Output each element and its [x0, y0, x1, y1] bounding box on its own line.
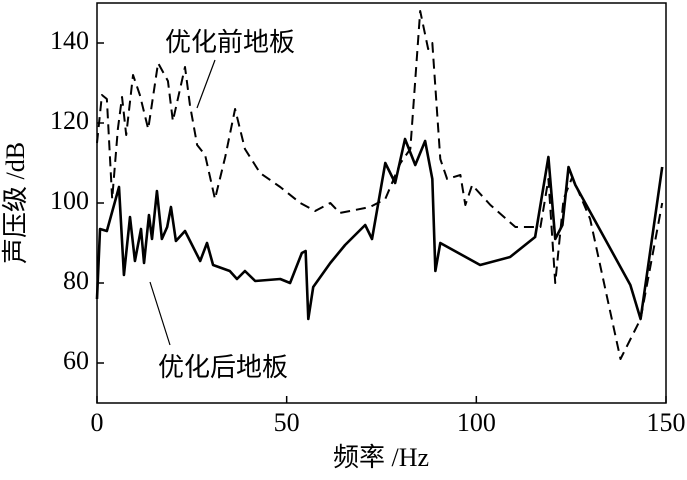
annotation-leader — [196, 59, 216, 109]
x-tick-label: 100 — [457, 408, 496, 437]
y-tick-label: 120 — [50, 106, 89, 135]
x-axis-label: 频率 /Hz — [333, 443, 429, 472]
data-line — [95, 137, 664, 321]
annotation-leader — [149, 281, 171, 346]
y-tick-label: 140 — [50, 26, 89, 55]
y-axis-label: 声压级 /dB — [1, 142, 30, 264]
x-tick-label: 0 — [91, 408, 104, 437]
series-label: 优化前地板 — [165, 28, 295, 57]
x-tick-label: 150 — [647, 408, 686, 437]
plot-frame — [96, 2, 667, 404]
y-tick-label: 100 — [50, 186, 89, 215]
series-label: 优化后地板 — [158, 353, 288, 382]
y-tick-label: 60 — [63, 346, 89, 375]
data-line — [96, 10, 664, 360]
x-tick-label: 50 — [274, 408, 300, 437]
y-tick-label: 80 — [63, 266, 89, 295]
